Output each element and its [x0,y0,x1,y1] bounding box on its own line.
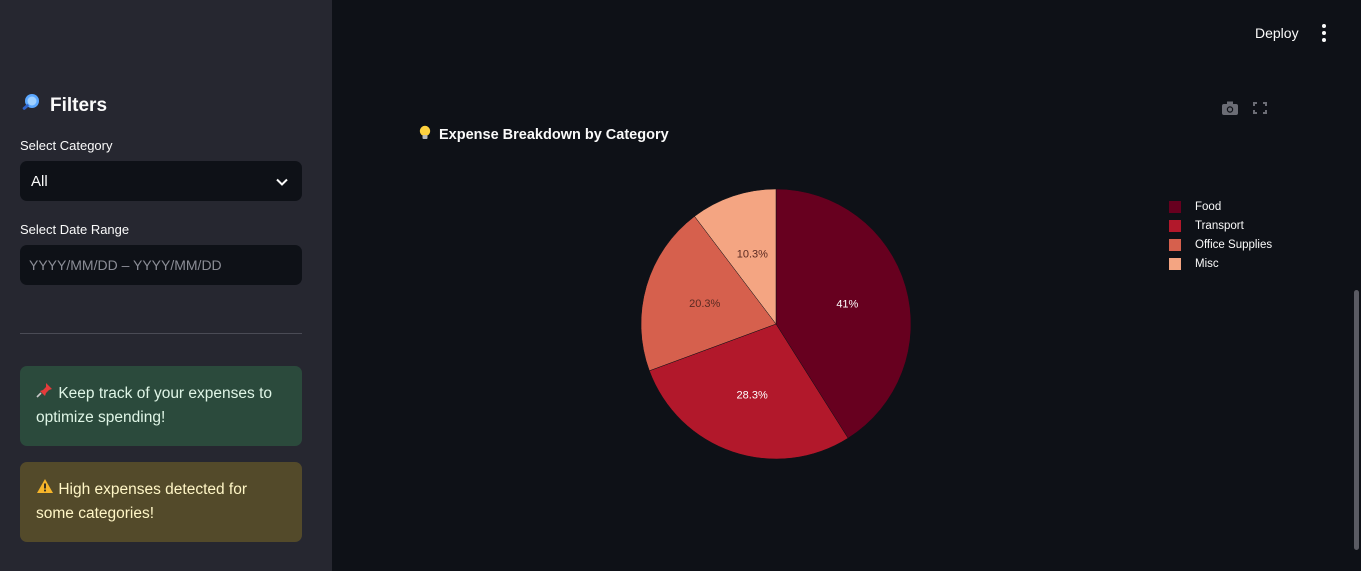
warning-icon [36,477,54,501]
legend-item[interactable]: Office Supplies [1169,235,1272,254]
lightbulb-icon [418,125,432,145]
pie-slice-label: 28.3% [737,389,768,401]
legend-swatch [1169,238,1181,251]
legend-item[interactable]: Food [1169,197,1272,216]
fullscreen-icon[interactable] [1251,100,1269,116]
legend-label: Misc [1195,257,1219,270]
chevron-down-icon [276,173,288,190]
chart-legend: Food Transport Office Supplies Misc [1169,197,1272,273]
main-scrollbar[interactable] [1354,290,1359,550]
legend-label: Food [1195,200,1222,213]
category-select[interactable]: All [20,161,302,201]
filters-title-text: Filters [50,94,108,116]
pie-slice-office-supplies[interactable] [640,216,777,372]
chart-title-text: Expense Breakdown by Category [439,127,669,143]
legend-label: Transport [1195,219,1244,232]
legend-swatch [1169,200,1181,213]
camera-icon[interactable] [1221,100,1239,116]
legend-swatch [1169,257,1181,270]
pushpin-icon [36,381,54,405]
filters-heading: Filters [20,92,107,119]
pie-slice-label: 10.3% [737,249,768,261]
kebab-menu-icon[interactable] [1314,22,1334,44]
info-alert-text: Keep track of your expenses to optimize … [36,385,272,426]
category-label: Select Category [20,138,113,153]
chart-title: Expense Breakdown by Category [418,125,669,145]
pie-slice-misc[interactable] [694,188,777,325]
magnifier-icon [20,92,42,119]
pie-slice-food[interactable] [775,188,912,439]
legend-label: Office Supplies [1195,238,1273,251]
legend-item[interactable]: Misc [1169,254,1272,273]
sidebar-divider [20,333,302,334]
legend-item[interactable]: Transport [1169,216,1272,235]
pie-slice-transport[interactable] [649,323,849,460]
warning-alert-text: High expenses detected for some categori… [36,481,248,522]
legend-swatch [1169,219,1181,232]
sidebar: Filters Select Category All Select Date … [0,0,332,571]
warning-alert: High expenses detected for some categori… [20,462,302,542]
info-alert: Keep track of your expenses to optimize … [20,366,302,446]
pie-chart: 41% 28.3% 20.3% 10.3% [640,188,912,460]
date-range-input[interactable] [20,245,302,285]
date-range-label: Select Date Range [20,222,130,237]
pie-slice-label: 20.3% [689,298,720,310]
deploy-button[interactable]: Deploy [1245,22,1309,44]
category-selected-value: All [31,172,48,190]
pie-slice-label: 41% [836,298,858,310]
